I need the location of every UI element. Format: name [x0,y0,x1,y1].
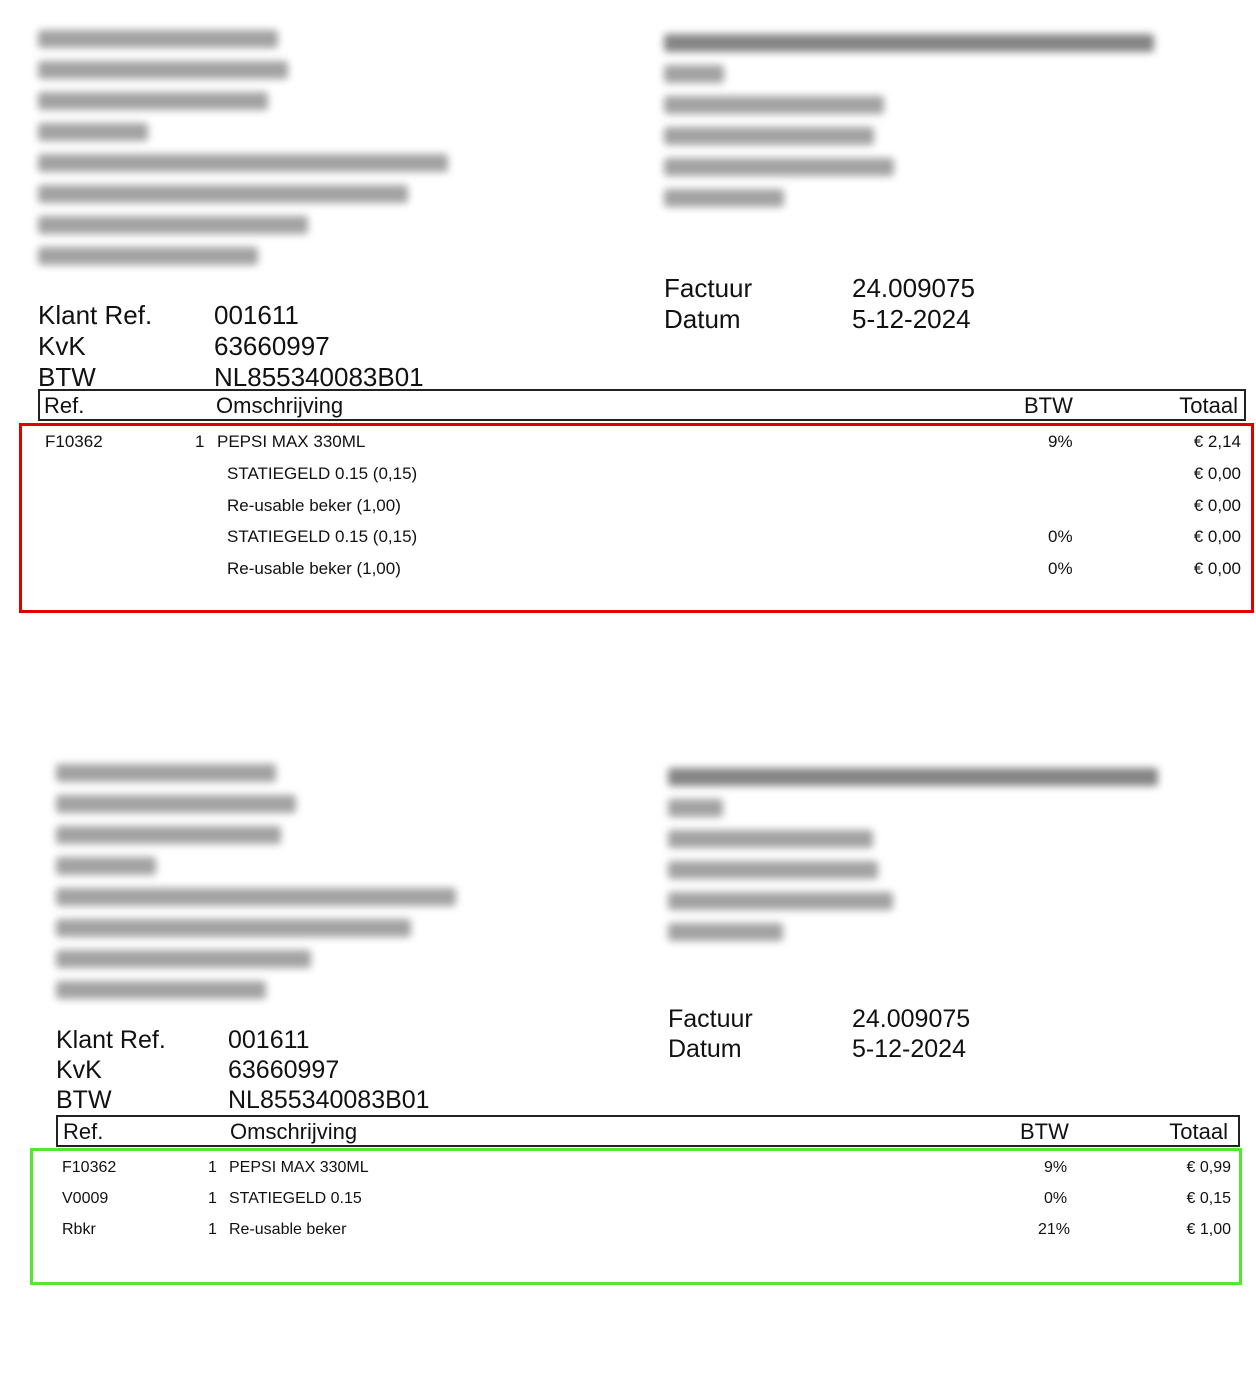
factuur-value: 24.009075 [852,273,975,303]
item-desc: STATIEGELD 0.15 (0,15) [227,464,418,483]
item-totaal: € 1,00 [1186,1221,1231,1238]
item-totaal: € 0,00 [1193,527,1241,546]
kvk-value: 63660997 [228,1056,340,1084]
line-item: STATIEGELD 0.15 (0,15) 0% € 0,00 [22,527,1251,551]
item-qty: 1 [208,1190,217,1207]
col-btw: BTW [1020,1119,1069,1144]
item-desc: PEPSI MAX 330ML [229,1159,369,1176]
btw-label: BTW [38,362,96,392]
item-desc: PEPSI MAX 330ML [217,432,366,451]
line-item: STATIEGELD 0.15 (0,15) € 0,00 [22,464,1251,488]
table-header: Ref. Omschrijving BTW Totaal [38,389,1246,421]
col-ref: Ref. [44,393,85,418]
factuur-label: Factuur [668,1005,753,1033]
item-totaal: € 0,00 [1193,559,1241,578]
col-btw: BTW [1024,393,1073,418]
btw-value: NL855340083B01 [228,1086,430,1114]
datum-label: Datum [664,304,741,334]
item-btw: 0% [1048,527,1073,546]
kvk-value: 63660997 [214,331,330,361]
kvk-label: KvK [56,1056,102,1084]
klant-ref-label: Klant Ref. [56,1026,166,1054]
item-desc: Re-usable beker [229,1221,347,1238]
datum-value: 5-12-2024 [852,1035,966,1063]
line-item: Re-usable beker (1,00) 0% € 0,00 [22,559,1251,583]
item-ref: V0009 [62,1190,109,1207]
line-items-highlight-green: F10362 1 PEPSI MAX 330ML 9% € 0,99 V0009… [30,1148,1242,1285]
klant-ref-value: 001611 [214,300,299,330]
item-desc: Re-usable beker (1,00) [227,559,401,578]
item-qty: 1 [195,432,205,451]
redacted-sender-address [56,764,476,1012]
item-btw: 9% [1048,432,1073,451]
klant-ref-label: Klant Ref. [38,300,153,330]
factuur-value: 24.009075 [852,1005,971,1033]
customer-info-block: Klant Ref. 001611 KvK 63660997 BTW NL855340… [56,1025,430,1115]
item-desc: Re-usable beker (1,00) [227,496,401,515]
redacted-recipient-address [664,34,1164,220]
col-ref: Ref. [63,1119,104,1144]
item-totaal: € 0,00 [1193,464,1241,483]
redacted-sender-address [38,30,458,278]
item-ref: F10362 [45,432,103,451]
item-btw: 0% [1044,1190,1068,1207]
table-header: Ref. Omschrijving BTW Totaal [56,1115,1240,1147]
col-omschrijving: Omschrijving [216,393,344,418]
invoice-corrected: Factuur 24.009075 Datum 5-12-2024 Klant Re… [0,730,1256,1380]
item-totaal: € 2,14 [1193,432,1241,451]
item-qty: 1 [208,1159,217,1176]
item-btw: 21% [1038,1221,1071,1238]
line-item: Rbkr 1 Re-usable beker 21% € 1,00 [33,1221,1239,1245]
kvk-label: KvK [38,331,86,361]
item-ref: F10362 [62,1159,117,1176]
customer-info-block: Klant Ref. 001611 KvK 63660997 BTW NL855340… [38,300,424,393]
invoice-number-block: Factuur 24.009075 Datum 5-12-2024 [668,1004,970,1064]
item-totaal: € 0,15 [1186,1190,1231,1207]
col-totaal: Totaal [1169,1119,1228,1144]
datum-value: 5-12-2024 [852,304,971,334]
item-btw: 9% [1044,1159,1068,1176]
klant-ref-value: 001611 [228,1026,310,1054]
btw-label: BTW [56,1086,112,1114]
item-desc: STATIEGELD 0.15 [229,1190,362,1207]
item-totaal: € 0,00 [1193,496,1241,515]
line-items-highlight-red: F10362 1 PEPSI MAX 330ML 9% € 2,14 STATI… [19,423,1254,613]
col-omschrijving: Omschrijving [230,1119,358,1144]
item-desc: STATIEGELD 0.15 (0,15) [227,527,418,546]
redacted-recipient-address [668,768,1168,954]
invoice-number-block: Factuur 24.009075 Datum 5-12-2024 [664,273,975,335]
line-item: V0009 1 STATIEGELD 0.15 0% € 0,15 [33,1190,1239,1214]
datum-label: Datum [668,1035,742,1063]
item-ref: Rbkr [62,1221,96,1238]
invoice-original: Factuur 24.009075 Datum 5-12-2024 Klant Re… [0,0,1256,650]
line-item: Re-usable beker (1,00) € 0,00 [22,496,1251,520]
item-totaal: € 0,99 [1186,1159,1231,1176]
line-item: F10362 1 PEPSI MAX 330ML 9% € 2,14 [22,432,1251,456]
factuur-label: Factuur [664,273,753,303]
item-qty: 1 [208,1221,217,1238]
line-item: F10362 1 PEPSI MAX 330ML 9% € 0,99 [33,1159,1239,1183]
btw-value: NL855340083B01 [214,362,424,392]
col-totaal: Totaal [1179,393,1238,418]
item-btw: 0% [1048,559,1073,578]
